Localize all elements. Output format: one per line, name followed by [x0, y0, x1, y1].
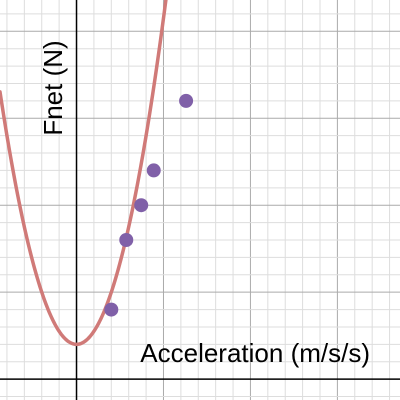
data-points [104, 93, 194, 317]
data-point [146, 163, 161, 178]
data-point [179, 93, 194, 108]
fit-curve [0, 0, 168, 347]
x-axis-label: Acceleration (m/s/s) [140, 338, 370, 368]
data-point [134, 198, 149, 213]
y-axis-label: Fnet (N) [38, 40, 68, 135]
data-point [104, 302, 119, 317]
data-point [119, 233, 134, 247]
